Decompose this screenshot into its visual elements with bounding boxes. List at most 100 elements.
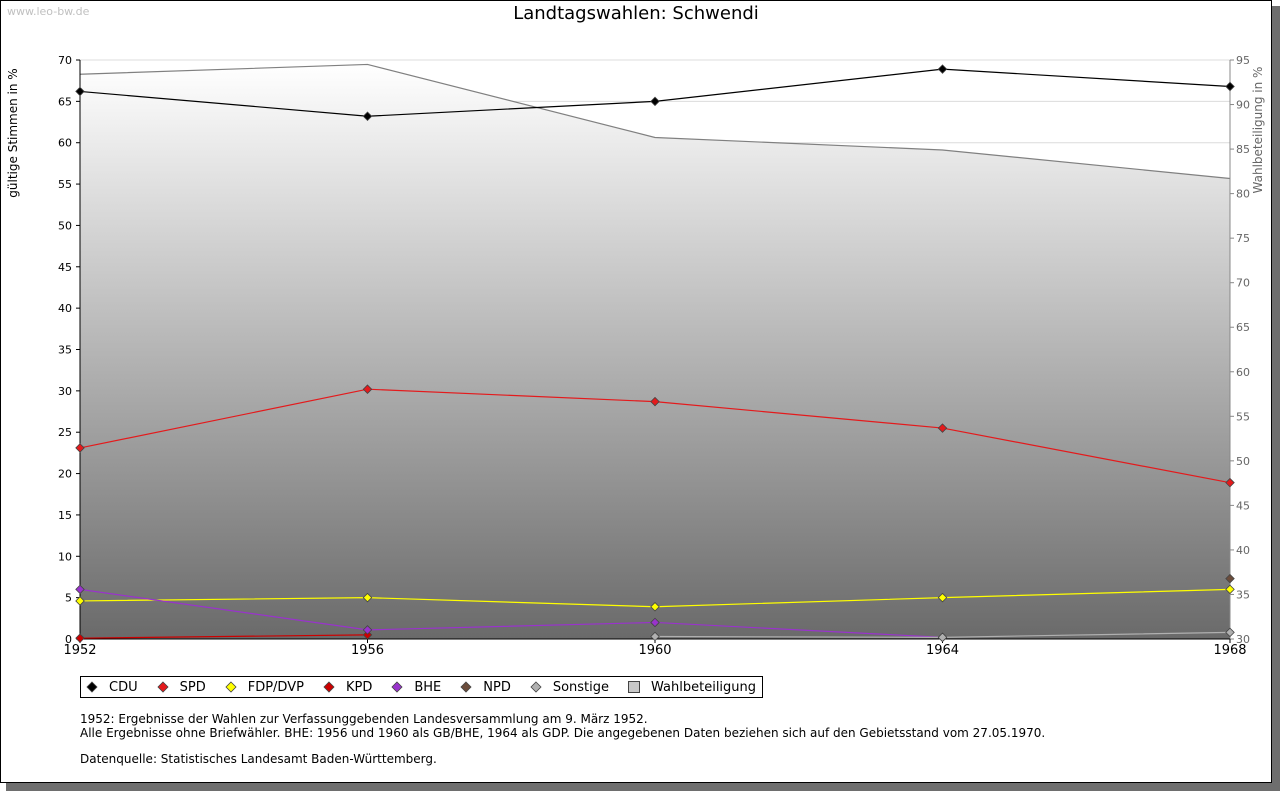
y-tick-label: 10 xyxy=(58,550,72,563)
y2-tick-label: 45 xyxy=(1236,499,1250,512)
y2-tick-label: 70 xyxy=(1236,277,1250,290)
y2-tick-label: 60 xyxy=(1236,366,1250,379)
data-point-cdu xyxy=(1225,81,1235,92)
y2-tick-label: 90 xyxy=(1236,99,1250,112)
y-tick-label: 5 xyxy=(65,592,72,605)
legend-item: KPD xyxy=(322,680,372,695)
y2-tick-label: 85 xyxy=(1236,143,1250,156)
legend-diamond-icon xyxy=(224,680,238,694)
data-point-spd xyxy=(650,396,660,407)
y-tick-label: 35 xyxy=(58,344,72,357)
legend-label: BHE xyxy=(414,679,442,695)
legend-label: NPD xyxy=(483,679,511,695)
note-line-2: Alle Ergebnisse ohne Briefwähler. BHE: 1… xyxy=(80,726,1046,740)
data-point-spd xyxy=(75,443,85,453)
data-point-fdp-dvp xyxy=(75,596,85,606)
series-line-bhe xyxy=(79,588,943,638)
y-tick-label: 0 xyxy=(65,633,72,646)
y-tick-label: 50 xyxy=(58,219,72,232)
y2-tick-label: 40 xyxy=(1236,544,1250,557)
legend-item: Sonstige xyxy=(529,680,609,695)
y2-tick-label: 30 xyxy=(1236,633,1250,646)
data-point-kpd xyxy=(75,633,85,643)
y2-tick-label: 35 xyxy=(1236,588,1250,601)
data-point-cdu xyxy=(650,96,660,107)
y-tick-label: 15 xyxy=(58,509,72,522)
turnout-line xyxy=(79,63,1231,180)
source-note: Datenquelle: Statistisches Landesamt Bad… xyxy=(80,752,437,766)
legend-label: Sonstige xyxy=(552,679,610,695)
axis-labels: gültige Stimmen in % Wahlbeteiligung in … xyxy=(6,67,1265,198)
legend-item: CDU xyxy=(85,680,138,695)
series-line-kpd xyxy=(79,634,368,639)
turnout-area-fill xyxy=(80,64,1230,639)
y2-tick-label: 55 xyxy=(1236,410,1250,423)
data-point-fdp-dvp xyxy=(937,592,948,603)
legend-diamond-icon xyxy=(85,680,99,694)
y-tick-label: 45 xyxy=(58,261,72,274)
y-tick-label: 40 xyxy=(58,302,72,315)
legend-diamond-icon xyxy=(529,680,543,694)
legend-diamond-icon xyxy=(459,680,473,694)
data-point-spd xyxy=(937,423,948,433)
data-point-kpd xyxy=(362,630,373,640)
series-lines xyxy=(75,64,1235,643)
data-point-fdp-dvp xyxy=(362,592,373,603)
legend: CDU SPD FDP/DVP KPD BHE NPD Sonstige Wahlbeteil… xyxy=(80,676,764,698)
legend-label: FDP/DVP xyxy=(247,679,304,695)
data-point-spd xyxy=(362,384,373,394)
y2-tick-label: 75 xyxy=(1236,232,1250,245)
frame-shadow-bottom xyxy=(6,783,1280,791)
watermark: www.leo-bw.de xyxy=(7,5,90,18)
y2-tick-label: 95 xyxy=(1236,54,1250,67)
legend-item: FDP/DVP xyxy=(224,680,304,695)
x-tick-label: 1956 xyxy=(351,643,384,658)
y2-tick-label: 65 xyxy=(1236,321,1250,334)
legend-label: CDU xyxy=(109,679,138,695)
y2-tick-label: 50 xyxy=(1236,455,1250,468)
legend-label: KPD xyxy=(345,679,373,695)
y-tick-label: 30 xyxy=(58,385,72,398)
y2-axis-label: Wahlbeteiligung in % xyxy=(1251,67,1265,194)
x-tick-label: 1960 xyxy=(638,643,671,658)
chart-title: Landtagswahlen: Schwendi xyxy=(513,3,759,24)
legend-diamond-icon xyxy=(156,680,170,694)
data-point-bhe xyxy=(650,617,660,628)
y-axis-label: gültige Stimmen in % xyxy=(6,68,20,197)
x-tick-label: 1964 xyxy=(926,643,959,658)
data-point-bhe xyxy=(75,584,85,595)
data-point-cdu xyxy=(362,111,373,122)
frame-shadow-right xyxy=(1272,6,1280,791)
legend-item: Wahlbeteiligung xyxy=(627,680,756,695)
data-point-npd xyxy=(1225,573,1235,584)
legend-label: Wahlbeteiligung xyxy=(651,679,757,695)
y-tick-label: 55 xyxy=(58,178,72,191)
data-point-sonstige xyxy=(937,632,948,643)
legend-item: SPD xyxy=(156,680,206,695)
y-tick-label: 20 xyxy=(58,468,72,481)
data-point-cdu xyxy=(75,86,85,97)
y-tick-label: 70 xyxy=(58,54,72,67)
legend-label: SPD xyxy=(179,679,206,695)
legend-item: BHE xyxy=(390,680,441,695)
data-point-sonstige xyxy=(650,631,660,642)
x-tick-label: 1952 xyxy=(63,643,96,658)
data-point-bhe xyxy=(362,625,373,635)
legend-item: NPD xyxy=(459,680,511,695)
y-tick-label: 65 xyxy=(58,95,72,108)
data-point-spd xyxy=(1225,477,1235,488)
turnout-area xyxy=(79,63,1231,639)
chart-svg: 0 5 10 15 20 25 30 35 40 45 50 55 60 65 70 30 35 40 45 50 55… xyxy=(6,54,1265,658)
data-point-sonstige xyxy=(1225,627,1235,638)
notes: 1952: Ergebnisse der Wahlen zur Verfassu… xyxy=(80,712,1045,766)
data-point-fdp-dvp xyxy=(1225,584,1235,595)
legend-diamond-icon xyxy=(390,680,404,694)
y-tick-label: 60 xyxy=(58,137,72,150)
legend-square-icon xyxy=(627,680,641,694)
legend-diamond-icon xyxy=(322,680,336,694)
x-tick-label: 1968 xyxy=(1213,643,1246,658)
y2-tick-label: 80 xyxy=(1236,188,1250,201)
y-tick-label: 25 xyxy=(58,426,72,439)
data-point-fdp-dvp xyxy=(650,601,660,612)
note-line-1: 1952: Ergebnisse der Wahlen zur Verfassu… xyxy=(80,712,648,726)
